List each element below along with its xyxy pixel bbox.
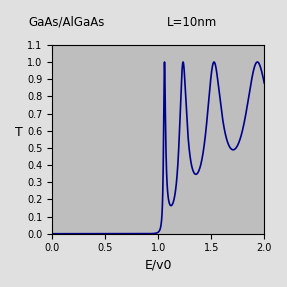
Y-axis label: T: T <box>15 126 23 139</box>
X-axis label: E/v0: E/v0 <box>145 259 172 272</box>
Text: GaAs/AlGaAs: GaAs/AlGaAs <box>29 16 105 29</box>
Text: L=10nm: L=10nm <box>166 16 217 29</box>
